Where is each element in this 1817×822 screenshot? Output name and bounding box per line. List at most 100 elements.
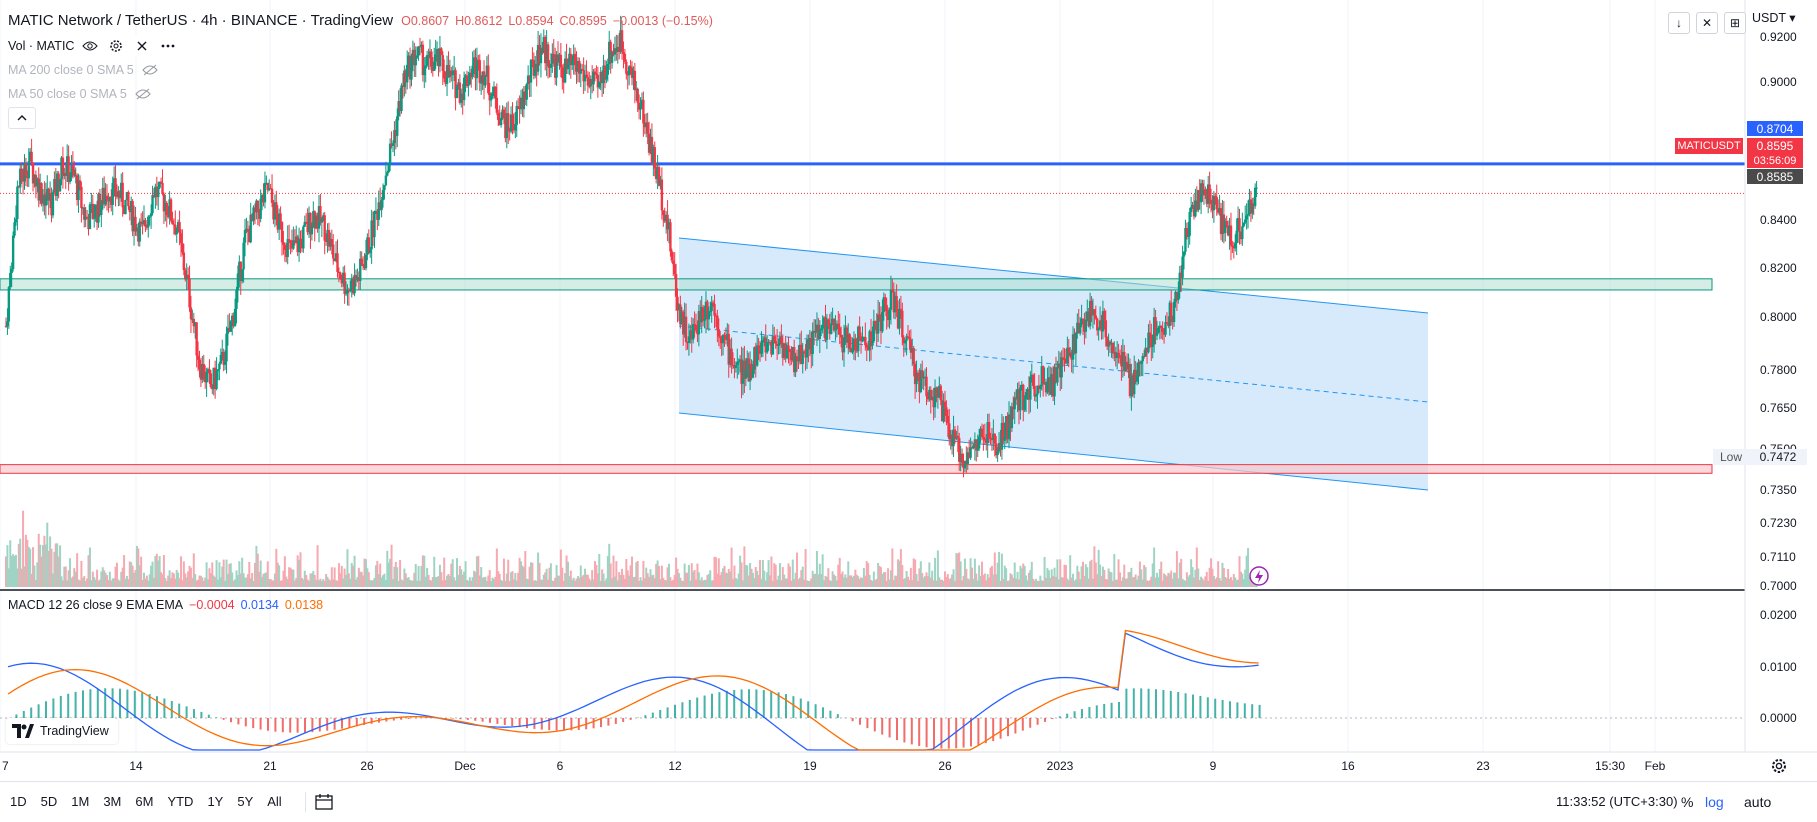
- candle-body: [8, 287, 10, 321]
- candle-body: [848, 334, 850, 349]
- ma50-indicator-row[interactable]: MA 50 close 0 SMA 5: [4, 83, 157, 105]
- settings-icon[interactable]: [106, 37, 126, 55]
- candle-body: [567, 63, 569, 69]
- candle-body: [1234, 243, 1236, 248]
- time-tick-label: 16: [1341, 759, 1355, 773]
- ma200-indicator-row[interactable]: MA 200 close 0 SMA 5: [4, 59, 164, 81]
- close-pane-button[interactable]: ✕: [1696, 12, 1718, 34]
- candle-body: [685, 317, 687, 342]
- candle-body: [416, 55, 418, 57]
- go-to-date-icon[interactable]: [315, 794, 333, 810]
- timezone-clock[interactable]: 11:33:52 (UTC+3:30): [1556, 794, 1678, 809]
- candle-body: [814, 332, 816, 333]
- candle-body: [978, 436, 980, 448]
- candle-body: [497, 113, 499, 120]
- macd-histogram-bar: [252, 718, 254, 728]
- replay-icon[interactable]: [1250, 567, 1268, 585]
- macd-histogram-bar: [112, 688, 114, 718]
- candle-body: [9, 273, 11, 287]
- range-6m[interactable]: 6M: [135, 794, 153, 809]
- candle-body: [144, 220, 146, 227]
- symbol-title[interactable]: MATIC Network / TetherUS · 4h · BINANCE …: [8, 12, 393, 29]
- eye-hidden-icon[interactable]: [140, 61, 160, 79]
- candle-body: [1011, 407, 1013, 429]
- candle-body: [89, 205, 91, 230]
- candle-body: [343, 273, 345, 294]
- candle-body: [581, 69, 583, 70]
- macd-legend[interactable]: MACD 12 26 close 9 EMA EMA −0.0004 0.013…: [8, 598, 323, 612]
- volume-indicator-row[interactable]: Vol · MATIC: [4, 35, 182, 57]
- candle-body: [479, 60, 481, 83]
- macd-histogram-bar: [903, 718, 905, 742]
- range-5d[interactable]: 5D: [41, 794, 58, 809]
- time-tick-label: 12: [668, 759, 682, 773]
- collapse-indicators-button[interactable]: [8, 107, 36, 129]
- macd-histogram-bar: [1192, 695, 1194, 718]
- move-down-button[interactable]: ↓: [1668, 12, 1690, 34]
- macd-tick-label: 0.0000: [1760, 711, 1797, 725]
- candle-body: [1204, 189, 1206, 195]
- candle-body: [1147, 333, 1149, 353]
- symbol-legend[interactable]: MATIC Network / TetherUS · 4h · BINANCE …: [8, 12, 713, 29]
- currency-selector[interactable]: USDT ▾: [1752, 10, 1796, 25]
- maximize-pane-button[interactable]: ⊞: [1724, 12, 1746, 34]
- candle-body: [821, 325, 823, 329]
- macd-histogram-bar: [1148, 689, 1150, 718]
- candle-body: [517, 106, 519, 107]
- candle-body: [494, 87, 496, 98]
- macd-histogram-bar: [977, 718, 979, 745]
- candle-body: [745, 370, 747, 379]
- time-tick-label: Feb: [1645, 759, 1666, 773]
- candle-body: [234, 309, 236, 326]
- macd-histogram-bar: [704, 696, 706, 718]
- auto-scale-toggle[interactable]: auto: [1744, 794, 1771, 810]
- macd-histogram-bar: [644, 715, 646, 718]
- candle-body: [288, 239, 290, 240]
- candle-body: [386, 172, 388, 175]
- candle-body: [443, 71, 445, 78]
- eye-hidden-icon[interactable]: [133, 85, 153, 103]
- volume-bars: [5, 511, 1258, 587]
- range-1d[interactable]: 1D: [10, 794, 27, 809]
- candle-body: [837, 324, 839, 328]
- macd-histogram-bar: [400, 718, 402, 720]
- candle-body: [937, 397, 939, 398]
- macd-histogram-bar: [1259, 705, 1261, 718]
- candle-body: [281, 222, 283, 242]
- close-icon[interactable]: [132, 37, 152, 55]
- candle-body: [607, 64, 609, 75]
- range-3m[interactable]: 3M: [103, 794, 121, 809]
- candle-body: [866, 345, 868, 347]
- macd-histogram-bar: [126, 690, 128, 718]
- time-tick-label: 14: [129, 759, 143, 773]
- candle-body: [624, 54, 626, 62]
- candle-body: [1187, 236, 1189, 237]
- time-tick-label: 26: [360, 759, 374, 773]
- macd-histogram-bar: [237, 718, 239, 724]
- range-1m[interactable]: 1M: [71, 794, 89, 809]
- range-all[interactable]: All: [267, 794, 281, 809]
- candle-body: [1063, 358, 1065, 360]
- macd-histogram-bar: [489, 718, 491, 723]
- candle-body: [907, 336, 909, 337]
- eye-icon[interactable]: [80, 37, 100, 55]
- candle-body: [93, 218, 95, 219]
- percent-scale-toggle[interactable]: %: [1681, 794, 1693, 810]
- log-scale-toggle[interactable]: log: [1705, 794, 1724, 810]
- chart-settings-icon[interactable]: [1769, 756, 1789, 776]
- candle-body: [380, 200, 382, 210]
- candle-body: [994, 434, 996, 444]
- range-1y[interactable]: 1Y: [207, 794, 223, 809]
- line-price-tag: 0.8704: [1747, 121, 1803, 136]
- range-ytd[interactable]: YTD: [167, 794, 193, 809]
- candle-body: [861, 340, 863, 341]
- candle-body: [339, 273, 341, 279]
- macd-histogram-bar: [482, 718, 484, 722]
- date-range-selector: 1D 5D 1M 3M 6M YTD 1Y 5Y All: [10, 794, 282, 809]
- tradingview-logo[interactable]: TradingView: [6, 718, 118, 744]
- range-5y[interactable]: 5Y: [237, 794, 253, 809]
- price-tick-label: 0.7230: [1760, 516, 1797, 530]
- more-icon[interactable]: [158, 37, 178, 55]
- candle-body: [100, 205, 102, 215]
